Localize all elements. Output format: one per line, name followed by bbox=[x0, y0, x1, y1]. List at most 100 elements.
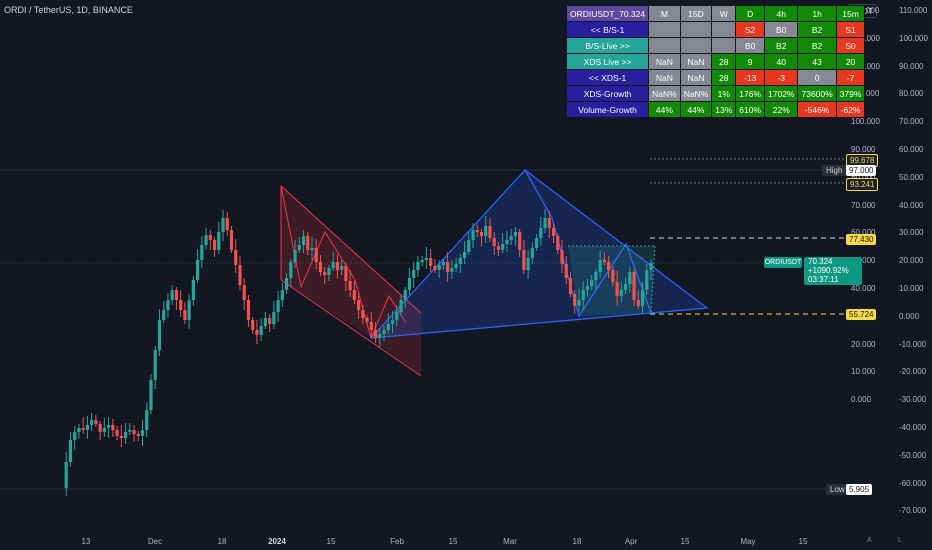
table-cell bbox=[679, 37, 713, 54]
candle-body bbox=[441, 262, 445, 265]
candle-body bbox=[111, 425, 115, 430]
right-axis-tick: 110.000 bbox=[899, 6, 928, 15]
table-row-label: XDS-Growth bbox=[565, 85, 650, 102]
time-axis-tick: Apr bbox=[624, 537, 638, 546]
candle-body bbox=[509, 236, 513, 240]
candle-body bbox=[318, 262, 323, 272]
candle-body bbox=[645, 270, 649, 290]
table-cell: NaN bbox=[648, 69, 681, 86]
candle-body bbox=[251, 320, 255, 330]
candle-body bbox=[403, 290, 407, 300]
time-axis-tick: 2024 bbox=[268, 537, 286, 546]
candle-body bbox=[386, 324, 390, 330]
right-axis-tick: 20.000 bbox=[899, 256, 924, 266]
table-row-label: B/S-Live >> bbox=[565, 37, 650, 54]
table-cell: NaN% bbox=[679, 85, 713, 102]
table-row-label: << XDS-1 bbox=[565, 69, 650, 86]
candle-body bbox=[433, 266, 437, 270]
candle-body bbox=[81, 428, 85, 430]
candle-body bbox=[581, 290, 585, 300]
table-header-cell: ORDIUSDT_70.324 bbox=[565, 5, 650, 22]
low-value: 5.905 bbox=[846, 484, 873, 495]
candle-body bbox=[382, 330, 386, 334]
candle-body bbox=[407, 278, 412, 290]
time-axis-tick: 15 bbox=[680, 537, 690, 546]
candle-body bbox=[259, 326, 263, 335]
table-header-cell: 15D bbox=[679, 5, 713, 22]
candle-body bbox=[636, 300, 640, 306]
table-cell: B2 bbox=[764, 37, 799, 54]
candle-body bbox=[590, 280, 594, 286]
table-cell: NaN% bbox=[648, 85, 681, 102]
candle-body bbox=[314, 248, 318, 262]
candle-body bbox=[547, 218, 551, 228]
candle-body bbox=[119, 436, 123, 438]
candle-body bbox=[204, 235, 208, 245]
candle-body bbox=[522, 250, 526, 270]
log-scale-icon[interactable]: L bbox=[898, 537, 902, 544]
candle-body bbox=[594, 272, 598, 280]
right-axis-tick: 70.000 bbox=[899, 117, 924, 127]
candle-body bbox=[191, 280, 195, 300]
candle-body bbox=[373, 330, 378, 338]
candle-body bbox=[301, 236, 306, 245]
right-axis-tick: -70.000 bbox=[899, 506, 927, 516]
candle-body bbox=[437, 265, 441, 270]
left-axis-tick: 40.000 bbox=[851, 284, 876, 293]
table-cell: S1 bbox=[835, 21, 866, 38]
candle-body bbox=[475, 230, 479, 232]
table-header-cell: M bbox=[648, 5, 681, 22]
table-cell bbox=[648, 21, 681, 38]
time-axis-tick: Feb bbox=[390, 537, 404, 546]
candle-body bbox=[128, 430, 132, 432]
left-axis-tick: 80.000 bbox=[851, 173, 875, 183]
auto-scale-icon[interactable]: A bbox=[867, 537, 872, 544]
right-axis-tick: 10.000 bbox=[899, 284, 924, 293]
candle-body bbox=[378, 334, 382, 338]
table-cell: 379% bbox=[835, 85, 866, 102]
price-tag-55: 55.724 bbox=[846, 309, 877, 320]
price-tag-77: 77.430 bbox=[846, 234, 877, 245]
table-cell: B0 bbox=[764, 21, 799, 38]
current-change: +1090.92% bbox=[808, 266, 849, 275]
candle-body bbox=[598, 260, 602, 272]
table-cell: NaN bbox=[679, 69, 713, 86]
candle-body bbox=[395, 312, 399, 320]
candle-body bbox=[551, 228, 556, 236]
candle-body bbox=[85, 425, 90, 430]
left-axis-tick: 120.000 bbox=[851, 61, 880, 71]
candle-body bbox=[123, 432, 128, 438]
time-axis-tick: 15 bbox=[798, 537, 808, 546]
table-header-cell: D bbox=[735, 5, 766, 22]
table-header-cell: 4h bbox=[764, 5, 799, 22]
candle-body bbox=[479, 232, 484, 236]
table-cell: 44% bbox=[679, 101, 713, 118]
candle-body bbox=[623, 284, 628, 290]
candle-body bbox=[94, 420, 98, 424]
candle-body bbox=[501, 244, 505, 250]
candle-body bbox=[602, 260, 606, 262]
table-cell: -7 bbox=[835, 69, 866, 86]
candle-body bbox=[331, 262, 335, 268]
candle-body bbox=[446, 262, 450, 272]
table-cell: S2 bbox=[735, 21, 766, 38]
right-axis-tick: 60.000 bbox=[899, 145, 924, 154]
table-row-label: Volume-Growth bbox=[565, 101, 650, 118]
candle-body bbox=[73, 432, 77, 440]
candle-body bbox=[174, 290, 179, 300]
table-cell: 43 bbox=[797, 53, 837, 70]
table-cell: 610% bbox=[735, 101, 766, 118]
table-row-label: << B/S-1 bbox=[565, 21, 650, 38]
left-axis-tick: 60.000 bbox=[851, 228, 876, 238]
candle-body bbox=[632, 272, 636, 300]
current-countdown: 03:37:11 bbox=[808, 275, 839, 284]
table-cell: B2 bbox=[797, 21, 837, 38]
candle-body bbox=[543, 218, 547, 228]
candle-body bbox=[518, 232, 522, 250]
table-cell bbox=[679, 21, 713, 38]
candle-body bbox=[412, 270, 416, 278]
candle-body bbox=[357, 300, 361, 310]
candle-body bbox=[327, 268, 331, 275]
